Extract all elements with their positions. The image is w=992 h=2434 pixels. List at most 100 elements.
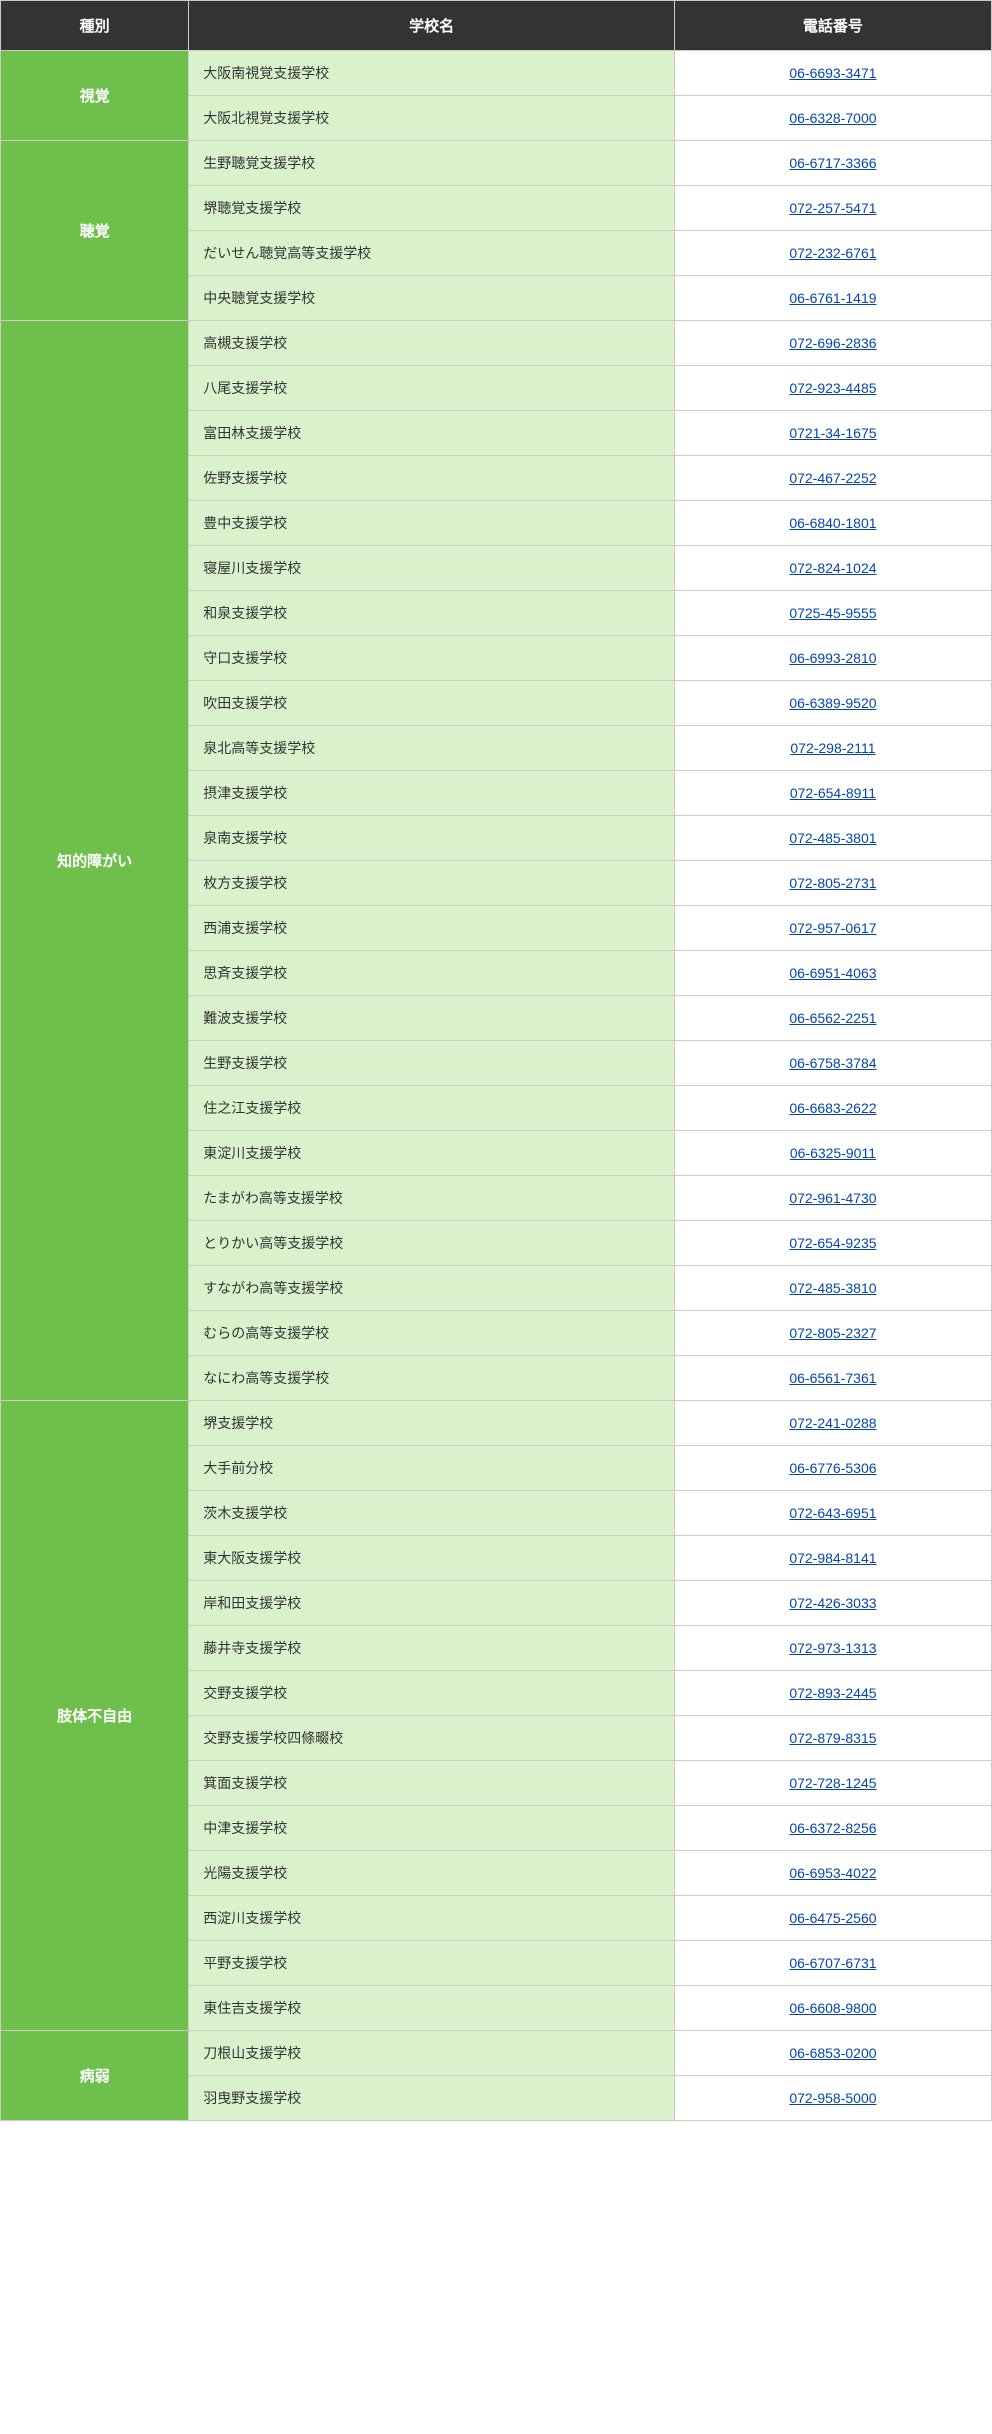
school-cell: 中央聴覚支援学校 [189, 276, 675, 321]
category-cell: 視覚 [1, 51, 189, 141]
phone-cell: 06-6853-0200 [674, 2031, 991, 2076]
phone-link[interactable]: 072-728-1245 [789, 1775, 876, 1791]
phone-link[interactable]: 072-467-2252 [789, 470, 876, 486]
phone-cell: 06-6372-8256 [674, 1806, 991, 1851]
phone-link[interactable]: 072-957-0617 [789, 920, 876, 936]
phone-link[interactable]: 072-805-2327 [789, 1325, 876, 1341]
school-cell: 豊中支援学校 [189, 501, 675, 546]
school-cell: なにわ高等支援学校 [189, 1356, 675, 1401]
school-cell: 富田林支援学校 [189, 411, 675, 456]
phone-link[interactable]: 0725-45-9555 [789, 605, 876, 621]
phone-cell: 06-6608-9800 [674, 1986, 991, 2031]
phone-link[interactable]: 06-6372-8256 [789, 1820, 876, 1836]
phone-cell: 072-879-8315 [674, 1716, 991, 1761]
phone-link[interactable]: 072-879-8315 [789, 1730, 876, 1746]
phone-cell: 072-958-5000 [674, 2076, 991, 2121]
phone-link[interactable]: 06-6562-2251 [789, 1010, 876, 1026]
phone-link[interactable]: 06-6840-1801 [789, 515, 876, 531]
phone-link[interactable]: 0721-34-1675 [789, 425, 876, 441]
school-cell: 茨木支援学校 [189, 1491, 675, 1536]
phone-link[interactable]: 072-961-4730 [789, 1190, 876, 1206]
phone-cell: 072-957-0617 [674, 906, 991, 951]
category-cell: 病弱 [1, 2031, 189, 2121]
phone-link[interactable]: 072-485-3810 [789, 1280, 876, 1296]
phone-cell: 06-6328-7000 [674, 96, 991, 141]
phone-link[interactable]: 06-6561-7361 [789, 1370, 876, 1386]
phone-cell: 06-6562-2251 [674, 996, 991, 1041]
phone-cell: 072-923-4485 [674, 366, 991, 411]
phone-cell: 072-805-2731 [674, 861, 991, 906]
phone-cell: 06-6776-5306 [674, 1446, 991, 1491]
phone-link[interactable]: 06-6993-2810 [789, 650, 876, 666]
phone-cell: 06-6758-3784 [674, 1041, 991, 1086]
school-cell: 住之江支援学校 [189, 1086, 675, 1131]
phone-link[interactable]: 06-6325-9011 [790, 1145, 876, 1161]
phone-link[interactable]: 072-984-8141 [789, 1550, 876, 1566]
school-cell: 摂津支援学校 [189, 771, 675, 816]
phone-cell: 06-6840-1801 [674, 501, 991, 546]
school-cell: 交野支援学校四條畷校 [189, 1716, 675, 1761]
phone-cell: 06-6683-2622 [674, 1086, 991, 1131]
phone-link[interactable]: 072-958-5000 [789, 2090, 876, 2106]
phone-cell: 072-467-2252 [674, 456, 991, 501]
school-cell: 西浦支援学校 [189, 906, 675, 951]
school-cell: 羽曳野支援学校 [189, 2076, 675, 2121]
category-cell: 聴覚 [1, 141, 189, 321]
school-cell: 枚方支援学校 [189, 861, 675, 906]
phone-link[interactable]: 06-6853-0200 [789, 2045, 876, 2061]
school-cell: だいせん聴覚高等支援学校 [189, 231, 675, 276]
phone-cell: 072-805-2327 [674, 1311, 991, 1356]
category-cell: 知的障がい [1, 321, 189, 1401]
phone-link[interactable]: 072-232-6761 [789, 245, 876, 261]
table-row: 聴覚生野聴覚支援学校06-6717-3366 [1, 141, 992, 186]
phone-link[interactable]: 06-6776-5306 [789, 1460, 876, 1476]
phone-link[interactable]: 06-6758-3784 [789, 1055, 876, 1071]
phone-cell: 0725-45-9555 [674, 591, 991, 636]
phone-link[interactable]: 072-696-2836 [789, 335, 876, 351]
phone-cell: 06-6953-4022 [674, 1851, 991, 1896]
phone-cell: 06-6475-2560 [674, 1896, 991, 1941]
phone-link[interactable]: 072-654-8911 [790, 785, 876, 801]
phone-cell: 072-257-5471 [674, 186, 991, 231]
table-row: 視覚大阪南視覚支援学校06-6693-3471 [1, 51, 992, 96]
school-cell: 生野聴覚支援学校 [189, 141, 675, 186]
phone-cell: 06-6993-2810 [674, 636, 991, 681]
phone-link[interactable]: 072-298-2111 [790, 740, 875, 756]
phone-link[interactable]: 072-257-5471 [789, 200, 876, 216]
phone-link[interactable]: 06-6389-9520 [789, 695, 876, 711]
phone-link[interactable]: 06-6328-7000 [789, 110, 876, 126]
header-type: 種別 [1, 1, 189, 51]
phone-link[interactable]: 06-6761-1419 [789, 290, 876, 306]
header-phone: 電話番号 [674, 1, 991, 51]
school-cell: すながわ高等支援学校 [189, 1266, 675, 1311]
phone-link[interactable]: 06-6953-4022 [789, 1865, 876, 1881]
phone-link[interactable]: 072-654-9235 [789, 1235, 876, 1251]
school-cell: 交野支援学校 [189, 1671, 675, 1716]
phone-link[interactable]: 072-426-3033 [789, 1595, 876, 1611]
phone-link[interactable]: 06-6693-3471 [789, 65, 876, 81]
phone-link[interactable]: 06-6707-6731 [789, 1955, 876, 1971]
school-cell: 八尾支援学校 [189, 366, 675, 411]
phone-link[interactable]: 06-6475-2560 [789, 1910, 876, 1926]
phone-link[interactable]: 072-643-6951 [789, 1505, 876, 1521]
school-cell: 東大阪支援学校 [189, 1536, 675, 1581]
phone-link[interactable]: 072-824-1024 [789, 560, 876, 576]
phone-link[interactable]: 072-923-4485 [789, 380, 876, 396]
school-cell: 生野支援学校 [189, 1041, 675, 1086]
school-cell: 堺支援学校 [189, 1401, 675, 1446]
phone-link[interactable]: 06-6951-4063 [789, 965, 876, 981]
phone-link[interactable]: 06-6683-2622 [789, 1100, 876, 1116]
phone-link[interactable]: 072-241-0288 [789, 1415, 876, 1431]
table-row: 病弱刀根山支援学校06-6853-0200 [1, 2031, 992, 2076]
phone-cell: 072-241-0288 [674, 1401, 991, 1446]
phone-link[interactable]: 06-6608-9800 [789, 2000, 876, 2016]
school-cell: 泉南支援学校 [189, 816, 675, 861]
phone-cell: 072-984-8141 [674, 1536, 991, 1581]
phone-link[interactable]: 072-485-3801 [789, 830, 876, 846]
header-row: 種別 学校名 電話番号 [1, 1, 992, 51]
phone-link[interactable]: 072-893-2445 [789, 1685, 876, 1701]
phone-link[interactable]: 06-6717-3366 [789, 155, 876, 171]
school-cell: 東淀川支援学校 [189, 1131, 675, 1176]
phone-link[interactable]: 072-805-2731 [789, 875, 876, 891]
phone-link[interactable]: 072-973-1313 [789, 1640, 876, 1656]
